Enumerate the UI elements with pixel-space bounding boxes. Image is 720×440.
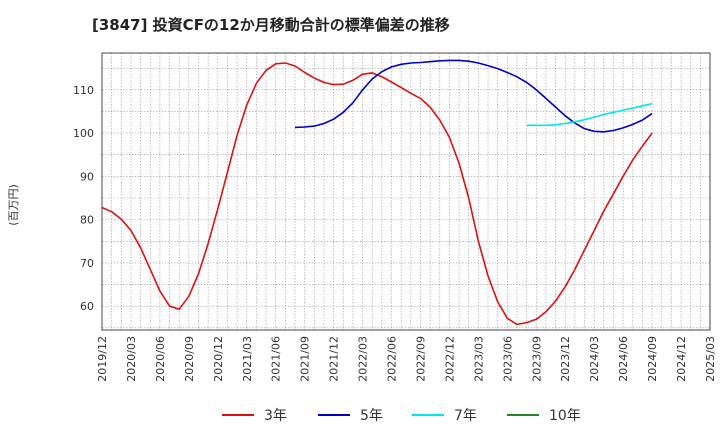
x-tick-label: 2023/06: [501, 336, 514, 382]
x-tick-label: 2021/06: [270, 336, 283, 382]
legend-label: 5年: [360, 408, 383, 424]
grid: [101, 53, 711, 330]
plot-frame: [101, 52, 711, 331]
series-line-7年: [526, 102, 653, 127]
y-tick-label: 90: [80, 170, 94, 183]
x-axis: 2019/12 2020/03 2020/06 2020/09 2020/12 2021/…: [96, 336, 717, 382]
legend-label: 3年: [264, 408, 287, 424]
x-tick-label: 2021/09: [299, 336, 312, 382]
x-tick-label: 2020/09: [183, 336, 196, 382]
x-tick-label: 2024/03: [588, 336, 601, 382]
x-tick-label: 2022/12: [443, 336, 456, 382]
x-tick-label: 2020/03: [125, 336, 138, 382]
series-line-3年: [101, 62, 653, 326]
x-tick-label: 2022/03: [357, 336, 370, 382]
y-axis-label: (百万円): [7, 184, 20, 226]
x-tick-label: 2020/06: [154, 336, 167, 382]
x-tick-label: 2022/09: [414, 336, 427, 382]
x-tick-label: 2024/09: [646, 336, 659, 382]
x-tick-label: 2024/12: [675, 336, 688, 382]
x-tick-label: 2023/12: [559, 336, 572, 382]
y-tick-label: 80: [80, 214, 94, 227]
y-tick-label: 60: [80, 300, 94, 313]
x-tick-label: 2025/03: [704, 336, 717, 382]
chart-title: [3847] 投資CFの12か月移動合計の標準偏差の推移: [92, 16, 450, 34]
series-lines: [101, 59, 653, 326]
legend-label: 10年: [549, 408, 581, 424]
y-tick-label: 100: [73, 127, 94, 140]
y-axis: 60 70 80 90 100 110: [73, 84, 94, 313]
legend: 3年 5年 7年 10年: [222, 408, 581, 424]
x-tick-label: 2020/12: [212, 336, 225, 382]
legend-label: 7年: [454, 408, 477, 424]
x-tick-label: 2019/12: [96, 336, 109, 382]
y-tick-label: 110: [73, 84, 94, 97]
x-tick-label: 2022/06: [386, 336, 399, 382]
x-tick-label: 2021/03: [241, 336, 254, 382]
x-tick-label: 2023/09: [530, 336, 543, 382]
x-tick-label: 2023/03: [472, 336, 485, 382]
x-tick-label: 2024/06: [617, 336, 630, 382]
y-tick-label: 70: [80, 257, 94, 270]
series-line-5年: [294, 59, 653, 133]
x-tick-label: 2021/12: [328, 336, 341, 382]
